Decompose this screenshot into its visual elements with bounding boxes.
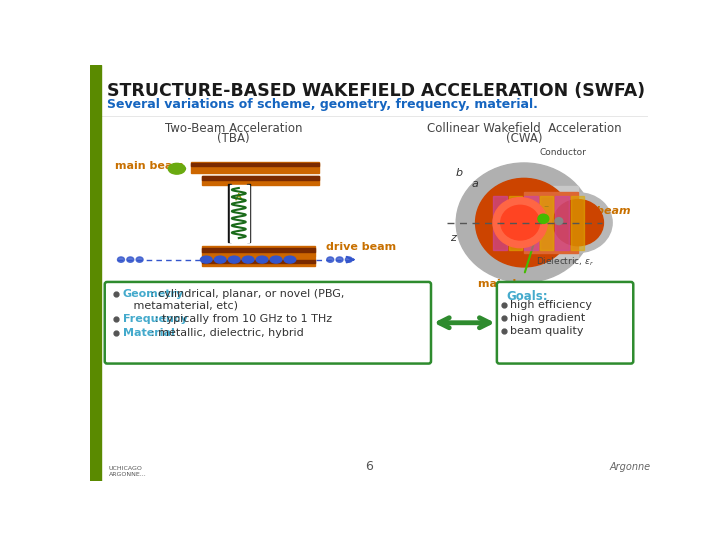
Ellipse shape <box>346 257 352 262</box>
Ellipse shape <box>228 256 240 263</box>
Bar <box>493 195 507 249</box>
Ellipse shape <box>555 218 563 225</box>
Ellipse shape <box>127 257 134 262</box>
Bar <box>228 184 231 242</box>
Bar <box>202 248 315 252</box>
Bar <box>202 260 315 262</box>
Bar <box>248 184 251 242</box>
Text: Dielectric, $\epsilon_r$: Dielectric, $\epsilon_r$ <box>536 256 594 268</box>
Text: a: a <box>472 179 478 189</box>
Text: Frequency: Frequency <box>122 314 187 324</box>
Text: Collinear Wakefield  Acceleration: Collinear Wakefield Acceleration <box>427 122 621 135</box>
Text: UCHICAGO
ARGONNE...: UCHICAGO ARGONNE... <box>109 466 146 477</box>
Bar <box>508 195 523 249</box>
Text: main beam: main beam <box>114 161 184 171</box>
Ellipse shape <box>168 164 185 174</box>
Ellipse shape <box>553 200 603 246</box>
FancyBboxPatch shape <box>104 282 431 363</box>
Text: main beam: main beam <box>478 279 546 289</box>
Text: z: z <box>451 233 456 243</box>
Ellipse shape <box>117 257 125 262</box>
Bar <box>202 177 319 180</box>
Ellipse shape <box>284 256 296 263</box>
Bar <box>90 65 101 481</box>
Ellipse shape <box>456 163 592 282</box>
Ellipse shape <box>500 205 539 240</box>
Text: : cylindrical, planar, or novel (PBG,: : cylindrical, planar, or novel (PBG, <box>151 289 344 299</box>
Text: Several variations of scheme, geometry, frequency, material.: Several variations of scheme, geometry, … <box>107 98 538 111</box>
Bar <box>524 195 538 249</box>
Ellipse shape <box>200 256 212 263</box>
Text: $e^-$: $e^-$ <box>536 204 549 214</box>
Text: Two-Beam Acceleration: Two-Beam Acceleration <box>165 122 302 135</box>
Text: drive beam: drive beam <box>560 206 631 216</box>
Bar <box>202 176 319 185</box>
Text: Goals:: Goals: <box>506 291 548 303</box>
Ellipse shape <box>215 256 226 263</box>
Text: high gradient: high gradient <box>510 313 585 323</box>
Text: STRUCTURE-BASED WAKEFIELD ACCELERATION (SWFA): STRUCTURE-BASED WAKEFIELD ACCELERATION (… <box>107 82 645 100</box>
Bar <box>191 162 319 173</box>
FancyBboxPatch shape <box>497 282 634 363</box>
Text: b: b <box>456 167 463 178</box>
Text: Conductor: Conductor <box>539 148 586 157</box>
Ellipse shape <box>538 214 549 224</box>
Bar <box>202 258 315 266</box>
Ellipse shape <box>327 257 334 262</box>
Bar <box>202 246 315 256</box>
Text: beam quality: beam quality <box>510 326 583 336</box>
Ellipse shape <box>243 256 254 263</box>
Ellipse shape <box>270 256 282 263</box>
Text: : metallic, dielectric, hybrid: : metallic, dielectric, hybrid <box>151 328 304 338</box>
Ellipse shape <box>256 256 268 263</box>
Text: Material: Material <box>122 328 174 338</box>
Bar <box>524 192 578 253</box>
Text: metamaterial, etc): metamaterial, etc) <box>122 300 238 310</box>
Bar <box>191 163 319 166</box>
Bar <box>524 186 578 258</box>
Text: (TBA): (TBA) <box>217 132 250 145</box>
Text: : typically from 10 GHz to 1 THz: : typically from 10 GHz to 1 THz <box>155 314 332 324</box>
Ellipse shape <box>476 178 572 267</box>
Ellipse shape <box>136 257 143 262</box>
Bar <box>539 195 554 249</box>
Text: drive beam: drive beam <box>326 242 397 252</box>
Text: (CWA): (CWA) <box>505 132 542 145</box>
Text: Argonne: Argonne <box>609 462 650 472</box>
Text: 6: 6 <box>365 460 373 473</box>
Text: Geometry: Geometry <box>122 289 184 299</box>
Ellipse shape <box>493 198 547 248</box>
Bar <box>230 185 249 242</box>
Ellipse shape <box>336 257 343 262</box>
Ellipse shape <box>544 193 612 253</box>
Text: high efficiency: high efficiency <box>510 300 592 310</box>
Bar <box>570 195 585 249</box>
Bar <box>555 195 569 249</box>
